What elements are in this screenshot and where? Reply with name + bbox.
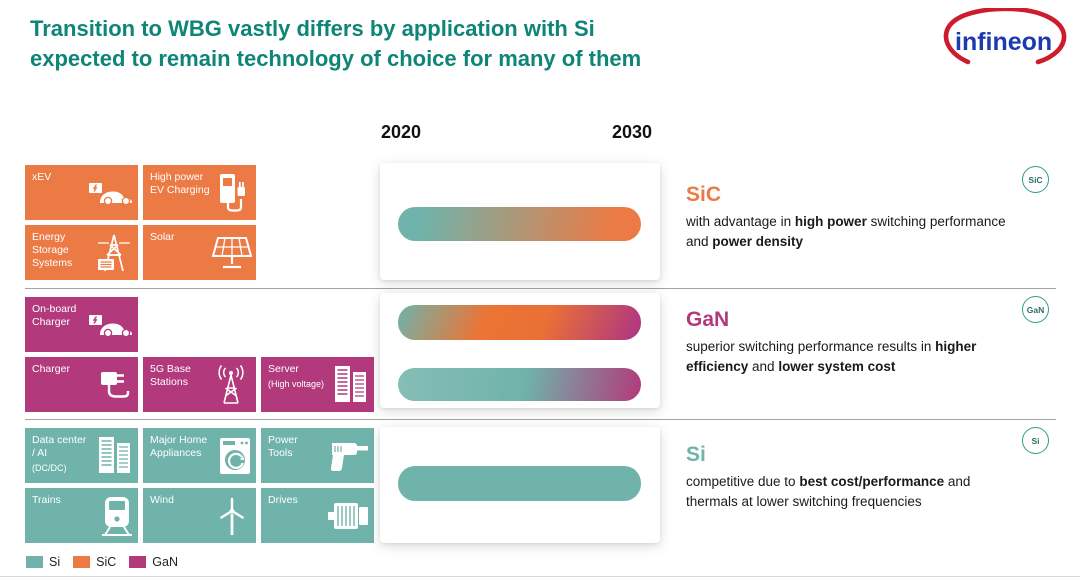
antenna-icon [210, 364, 252, 405]
logo-wordmark: infineon [955, 28, 1052, 56]
tile-trains: Trains [25, 488, 138, 543]
tile-label: High power EV Charging [150, 171, 210, 197]
transition-card-gan [380, 293, 660, 408]
tile-drives: Drives [261, 488, 374, 543]
transition-bar-gan-2 [398, 368, 641, 401]
legend-swatch-sic [73, 556, 91, 568]
tile-grid-gan: On-board Charger Charger 5G Base Station… [25, 297, 374, 412]
legend: Si SiC GaN [26, 555, 178, 569]
tile-label: Drives [268, 494, 298, 506]
transition-bar-si [398, 466, 641, 501]
legend-item-sic: SiC [73, 555, 116, 569]
charger-icon [98, 368, 134, 402]
legend-label: Si [49, 555, 61, 569]
washing-machine-icon [218, 437, 252, 475]
legend-item-gan: GaN [129, 555, 178, 569]
badge-gan: GaN [1022, 296, 1049, 323]
car-icon [88, 180, 134, 206]
train-icon [100, 496, 134, 536]
transition-card-sic [380, 163, 660, 280]
infineon-logo: infineon [938, 6, 1072, 70]
section-si: Si competitive due to best cost/performa… [686, 443, 1016, 511]
tile-label: 5G Base Stations [150, 363, 191, 389]
tile-solar: Solar [143, 225, 256, 280]
wind-turbine-icon [212, 496, 252, 536]
tile-sublabel: (High voltage) [268, 379, 325, 390]
section-sic-description: with advantage in high power switching p… [686, 214, 1006, 249]
badge-si: Si [1022, 427, 1049, 454]
year-2030-label: 2030 [612, 122, 653, 142]
tile-major-home-appliances: Major Home Appliances [143, 428, 256, 483]
tile-charger: Charger [25, 357, 138, 412]
tile-data-center-ai: Data center / AI (DC/DC) [25, 428, 138, 483]
legend-item-si: Si [26, 555, 60, 569]
tile-wind: Wind [143, 488, 256, 543]
section-gan-heading: GaN [686, 308, 730, 331]
section-gan: GaN superior switching performance resul… [686, 308, 1016, 376]
legend-label: SiC [96, 555, 117, 569]
section-divider [25, 288, 1056, 289]
slide-title: Transition to WBG vastly differs by appl… [30, 14, 850, 75]
tile-label: Server [268, 363, 299, 375]
badge-sic: SiC [1022, 166, 1049, 193]
bottom-rule [0, 576, 1080, 577]
section-si-heading: Si [686, 443, 706, 466]
transition-card-si [380, 427, 660, 543]
tile-label: Solar [150, 231, 175, 243]
server-icon [332, 365, 370, 405]
tile-label: Wind [150, 494, 174, 506]
tile-label: Data center / AI [32, 434, 87, 460]
section-sic: SiC with advantage in high power switchi… [686, 183, 1016, 251]
tile-on-board-charger: On-board Charger [25, 297, 138, 352]
tile-label: Trains [32, 494, 61, 506]
tile-grid-si: Data center / AI (DC/DC) Major Home Appli… [25, 428, 374, 543]
tile-label: Power Tools [268, 434, 298, 460]
tile-power-tools: Power Tools [261, 428, 374, 483]
tile-label: xEV [32, 171, 52, 183]
tile-label: Major Home Appliances [150, 434, 208, 460]
transition-bar-sic [398, 207, 641, 241]
tile-server: Server (High voltage) [261, 357, 374, 412]
logo-swoosh-icon [943, 6, 1067, 65]
transition-bar-gan-1 [398, 305, 641, 340]
section-divider [25, 419, 1056, 420]
slide-title-line1: Transition to WBG vastly differs by appl… [30, 16, 595, 41]
legend-swatch-si [26, 556, 43, 568]
section-si-description: competitive due to best cost/performance… [686, 474, 971, 509]
legend-swatch-gan [129, 556, 147, 568]
tile-grid-sic: xEV High power EV Charging Energy Storag… [25, 165, 374, 280]
tile-high-power-ev-charging: High power EV Charging [143, 165, 256, 220]
tile-sublabel: (DC/DC) [32, 463, 67, 474]
year-2020-label: 2020 [381, 122, 422, 142]
tile-5g-base-stations: 5G Base Stations [143, 357, 256, 412]
solar-panel-icon [208, 236, 253, 270]
power-tower-icon [94, 233, 134, 273]
drill-icon [328, 437, 370, 475]
legend-label: GaN [152, 555, 178, 569]
tile-xev: xEV [25, 165, 138, 220]
tile-label: Charger [32, 363, 70, 375]
slide-title-line2: expected to remain technology of choice … [30, 46, 642, 72]
server-icon [96, 436, 134, 476]
tile-energy-storage-systems: Energy Storage Systems [25, 225, 138, 280]
tile-label: On-board Charger [32, 303, 77, 329]
tile-label: Energy Storage Systems [32, 231, 73, 270]
car-icon [88, 312, 134, 338]
section-sic-heading: SiC [686, 183, 722, 206]
section-gan-description: superior switching performance results i… [686, 339, 977, 374]
ev-charging-icon [218, 173, 252, 213]
motor-icon [326, 500, 370, 532]
